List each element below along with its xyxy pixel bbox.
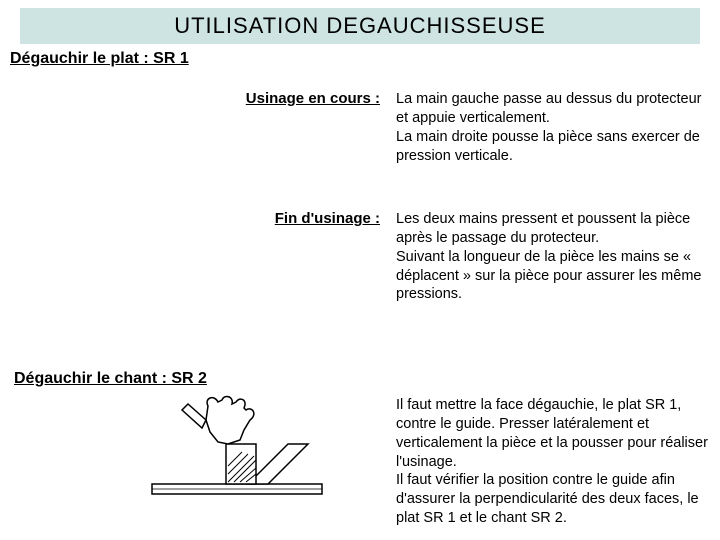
section2-text: Il faut mettre la face dégauchie, le pla… — [396, 396, 716, 528]
row1-text: La main gauche passe au dessus du protec… — [396, 90, 706, 165]
row2-label: Fin d'usinage : — [180, 210, 380, 227]
illustration-jointer-edge — [148, 386, 326, 506]
page-title: UTILISATION DEGAUCHISSEUSE — [20, 8, 700, 44]
row1-label: Usinage en cours : — [180, 90, 380, 107]
section1-heading: Dégauchir le plat : SR 1 — [10, 50, 189, 68]
row2-text: Les deux mains pressent et poussent la p… — [396, 210, 706, 304]
